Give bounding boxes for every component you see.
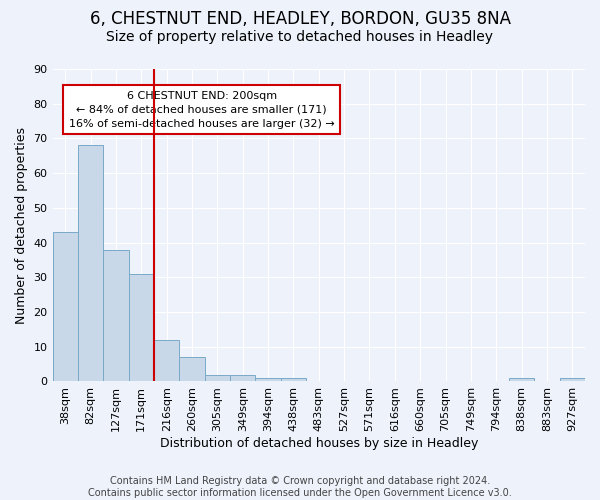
Y-axis label: Number of detached properties: Number of detached properties: [15, 126, 28, 324]
Bar: [179, 357, 205, 382]
Bar: [154, 340, 179, 382]
Text: Contains HM Land Registry data © Crown copyright and database right 2024.
Contai: Contains HM Land Registry data © Crown c…: [88, 476, 512, 498]
Bar: [230, 374, 256, 382]
Bar: [509, 378, 534, 382]
Bar: [53, 232, 78, 382]
Bar: [256, 378, 281, 382]
Bar: [128, 274, 154, 382]
Bar: [281, 378, 306, 382]
Text: 6, CHESTNUT END, HEADLEY, BORDON, GU35 8NA: 6, CHESTNUT END, HEADLEY, BORDON, GU35 8…: [89, 10, 511, 28]
Bar: [103, 250, 128, 382]
Text: 6 CHESTNUT END: 200sqm
← 84% of detached houses are smaller (171)
16% of semi-de: 6 CHESTNUT END: 200sqm ← 84% of detached…: [69, 91, 335, 129]
Bar: [205, 374, 230, 382]
Bar: [78, 146, 103, 382]
Text: Size of property relative to detached houses in Headley: Size of property relative to detached ho…: [107, 30, 493, 44]
X-axis label: Distribution of detached houses by size in Headley: Distribution of detached houses by size …: [160, 437, 478, 450]
Bar: [560, 378, 585, 382]
